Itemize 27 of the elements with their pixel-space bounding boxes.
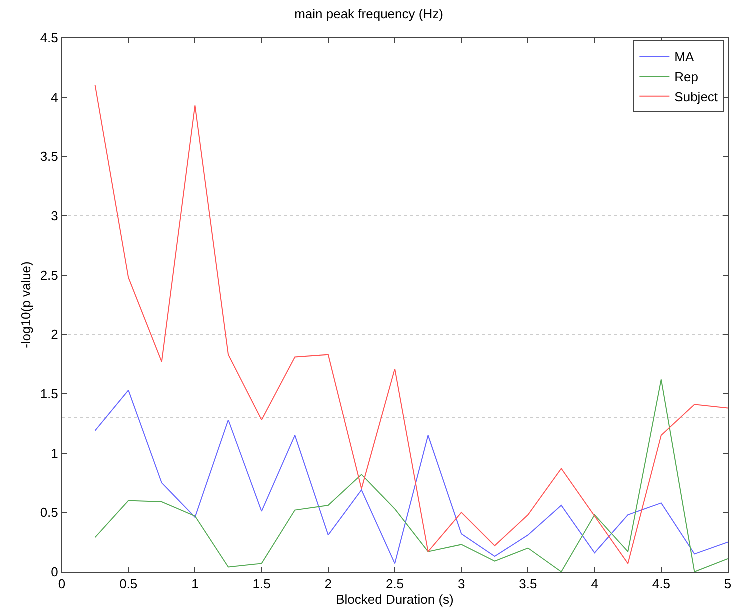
x-tick-label: 3: [458, 576, 466, 592]
y-tick-label: 1: [51, 446, 58, 461]
chart-title: main peak frequency (Hz): [294, 6, 444, 22]
y-tick-label: 3: [51, 208, 58, 224]
y-tick-label: 4: [51, 90, 58, 105]
x-tick-label: 2.5: [386, 576, 404, 592]
y-tick-label: 2.5: [40, 268, 58, 283]
line-series: [94, 84, 728, 564]
x-tick-label: 2: [324, 576, 332, 592]
x-tick-label: 1: [192, 576, 199, 592]
x-tick-label: 4: [591, 576, 598, 592]
legend-label: MA: [674, 50, 694, 65]
y-axis-title: -log10(p value): [18, 262, 34, 348]
y-tick-label: 0.5: [40, 505, 58, 520]
legend-label: Subject: [674, 89, 718, 104]
x-tick-label: 4.5: [652, 576, 670, 592]
x-tick-label: 0.5: [120, 576, 138, 592]
y-tick-label: 3.5: [40, 149, 58, 164]
x-tick-label: 3.5: [519, 576, 538, 592]
x-tick-label: 1.5: [252, 576, 271, 592]
y-tick-label: 1.5: [40, 386, 58, 402]
y-tick-label: 4.5: [40, 30, 58, 46]
y-tick-label: 0: [51, 564, 58, 580]
legend-label: Rep: [674, 70, 699, 85]
x-tick-label: 5: [724, 576, 732, 592]
x-axis-title: Blocked Duration (s): [336, 592, 454, 608]
y-tick-label: 2: [51, 327, 58, 342]
